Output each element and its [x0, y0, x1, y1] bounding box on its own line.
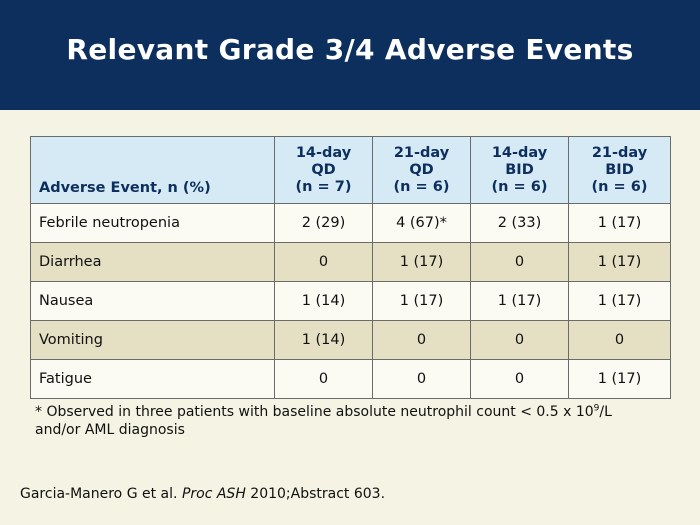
- citation-authors: Garcia-Manero G et al.: [20, 486, 182, 502]
- header-14day-bid: 14-day BID (n = 6): [470, 136, 569, 204]
- header-21day-qd: 21-day QD (n = 6): [372, 136, 471, 204]
- header-line: 14-day: [295, 144, 352, 161]
- footnote-line-1: * Observed in three patients with baseli…: [35, 403, 675, 421]
- header-adverse-event: Adverse Event, n (%): [30, 136, 275, 204]
- header-line: 21-day: [393, 144, 450, 161]
- table-cell: 1 (17): [372, 281, 471, 321]
- footnote-line-2: and/or AML diagnosis: [35, 422, 185, 438]
- header-line: BID: [605, 161, 634, 178]
- table-cell: 0: [372, 359, 471, 399]
- header-21day-bid: 21-day BID (n = 6): [568, 136, 671, 204]
- event-name: Nausea: [30, 281, 275, 321]
- table-header-row: Adverse Event, n (%) 14-day QD (n = 7) 2…: [30, 136, 671, 204]
- table-row: Febrile neutropenia 2 (29) 4 (67)* 2 (33…: [30, 203, 671, 243]
- citation-journal: Proc ASH: [181, 486, 246, 502]
- event-name: Diarrhea: [30, 242, 275, 282]
- event-name: Fatigue: [30, 359, 275, 399]
- table-cell: 2 (29): [274, 203, 373, 243]
- table-row: Vomiting 1 (14) 0 0 0: [30, 320, 671, 360]
- header-line: (n = 6): [491, 178, 548, 195]
- header-line: 14-day: [491, 144, 548, 161]
- citation: Garcia-Manero G et al. Proc ASH 2010;Abs…: [20, 486, 385, 502]
- table-cell: 1 (17): [568, 242, 671, 282]
- table-cell: 1 (17): [568, 203, 671, 243]
- table-cell: 0: [568, 320, 671, 360]
- header-line: QD: [409, 161, 434, 178]
- slide-header: Relevant Grade 3/4 Adverse Events: [0, 0, 700, 110]
- event-name: Febrile neutropenia: [30, 203, 275, 243]
- table-cell: 1 (17): [470, 281, 569, 321]
- footnote-unit: /L: [599, 404, 612, 420]
- header-line: BID: [505, 161, 534, 178]
- table-row: Diarrhea 0 1 (17) 0 1 (17): [30, 242, 671, 282]
- footnote-superscript: 9: [593, 403, 600, 414]
- table-cell: 0: [372, 320, 471, 360]
- table-cell: 4 (67)*: [372, 203, 471, 243]
- header-line: QD: [311, 161, 336, 178]
- header-line: 21-day: [591, 144, 648, 161]
- table-cell: 0: [470, 359, 569, 399]
- adverse-events-table: Adverse Event, n (%) 14-day QD (n = 7) 2…: [30, 136, 671, 399]
- header-line: (n = 6): [393, 178, 450, 195]
- header-line: (n = 7): [295, 178, 352, 195]
- header-14day-qd: 14-day QD (n = 7): [274, 136, 373, 204]
- event-name: Vomiting: [30, 320, 275, 360]
- table-cell: 2 (33): [470, 203, 569, 243]
- table-cell: 1 (17): [568, 359, 671, 399]
- table-cell: 1 (17): [568, 281, 671, 321]
- citation-details: 2010;Abstract 603.: [245, 486, 386, 502]
- table-cell: 1 (14): [274, 281, 373, 321]
- table-cell: 0: [274, 359, 373, 399]
- table-cell: 0: [274, 242, 373, 282]
- table-row: Nausea 1 (14) 1 (17) 1 (17) 1 (17): [30, 281, 671, 321]
- table-cell: 1 (14): [274, 320, 373, 360]
- slide-title: Relevant Grade 3/4 Adverse Events: [66, 33, 634, 66]
- footnote-text: * Observed in three patients with baseli…: [35, 404, 594, 420]
- table-cell: 0: [470, 320, 569, 360]
- header-line: (n = 6): [591, 178, 648, 195]
- footnote: * Observed in three patients with baseli…: [35, 403, 675, 439]
- table-row: Fatigue 0 0 0 1 (17): [30, 359, 671, 399]
- table-cell: 0: [470, 242, 569, 282]
- table-cell: 1 (17): [372, 242, 471, 282]
